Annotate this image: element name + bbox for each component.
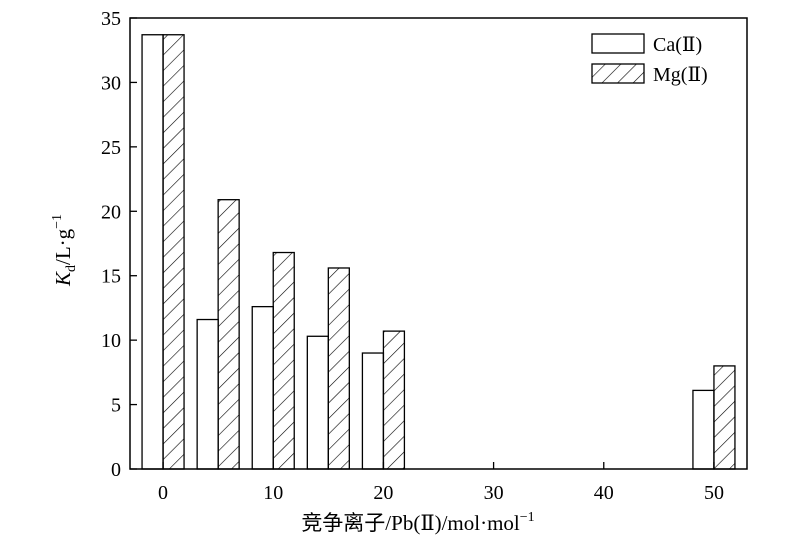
y-axis-label-italic: K [51, 271, 75, 287]
y-tick-label-20: 20 [101, 201, 121, 223]
y-tick-label-35: 35 [101, 8, 121, 30]
bar-ca-0 [141, 34, 164, 470]
legend-label-mg: Mg(Ⅱ) [653, 64, 708, 86]
x-axis-label: 竞争离子/Pb(Ⅱ)/mol·mol−1 [301, 510, 534, 535]
y-axis-label: Kd/L·g−1 [50, 214, 79, 287]
y-axis-label-text: /L·g [51, 228, 75, 265]
bar-mg-10 [272, 251, 295, 470]
y-axis-label-sup: −1 [50, 214, 65, 229]
y-tick-label-15: 15 [101, 266, 121, 288]
y-tick-label-10: 10 [101, 330, 121, 352]
bar-mg-20 [382, 330, 406, 470]
x-axis-label-main: 竞争离子/Pb(Ⅱ)/mol·mol [301, 511, 520, 535]
legend-swatch-mg [591, 63, 645, 84]
y-tick-label-0: 0 [111, 459, 121, 481]
bar-mg-50 [713, 365, 736, 470]
ticks-group: 0 10 20 30 40 50 0 5 10 15 20 25 30 35 [101, 8, 724, 504]
x-tick-label-50: 50 [704, 482, 724, 504]
y-tick-label-25: 25 [101, 137, 121, 159]
bar-ca-10 [251, 305, 274, 470]
bar-mg-0 [162, 34, 185, 470]
bar-mg-15 [327, 267, 350, 470]
legend: Ca(Ⅱ) Mg(Ⅱ) [591, 33, 708, 86]
x-tick-label-10: 10 [263, 482, 283, 504]
y-tick-label-30: 30 [101, 72, 121, 94]
bar-ca-5 [196, 318, 219, 470]
bar-mg-5 [217, 199, 240, 470]
bars-group [141, 34, 736, 470]
x-tick-label-0: 0 [158, 482, 168, 504]
legend-label-ca: Ca(Ⅱ) [653, 34, 702, 56]
x-tick-label-30: 30 [484, 482, 504, 504]
legend-swatch-ca [591, 33, 645, 54]
bar-ca-20 [361, 352, 385, 470]
y-axis-label-sub: d [64, 265, 79, 272]
bar-ca-15 [306, 335, 329, 470]
plot-frame [129, 17, 748, 470]
x-tick-label-40: 40 [594, 482, 614, 504]
x-tick-label-20: 20 [373, 482, 393, 504]
x-axis-label-sup: −1 [520, 510, 535, 525]
bar-ca-50 [692, 389, 715, 470]
y-tick-label-5: 5 [111, 395, 121, 417]
